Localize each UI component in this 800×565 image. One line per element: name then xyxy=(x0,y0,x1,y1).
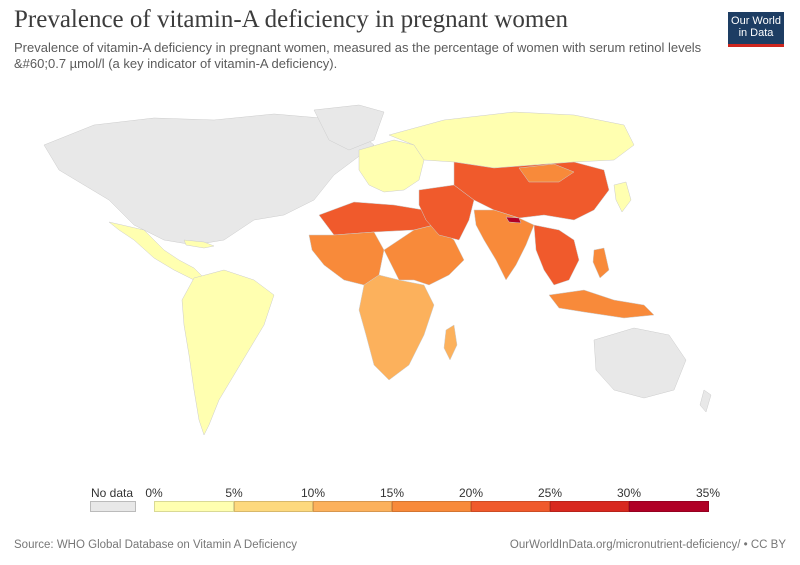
region-central-east-asia[interactable] xyxy=(453,161,610,221)
region-australia[interactable] xyxy=(593,327,687,399)
region-north-america[interactable] xyxy=(43,113,375,246)
region-greenland[interactable] xyxy=(313,104,385,151)
legend-bin-25-30 xyxy=(550,501,629,512)
legend-tick-0: 0% xyxy=(145,486,163,500)
region-southeast-asia[interactable] xyxy=(533,224,580,286)
region-west-africa[interactable] xyxy=(308,231,385,286)
chart-subtitle: Prevalence of vitamin-A deficiency in pr… xyxy=(14,40,702,71)
legend-tick-25: 25% xyxy=(537,486,563,500)
region-southern-africa[interactable] xyxy=(358,274,435,381)
legend-bin-15-20 xyxy=(392,501,471,512)
source-note: Source: WHO Global Database on Vitamin A… xyxy=(14,539,297,551)
color-legend: No data 0% 5% 10% 15% 20% 25% 30% 35% xyxy=(0,480,800,520)
legend-tick-35: 35% xyxy=(695,486,721,500)
region-madagascar[interactable] xyxy=(443,324,458,361)
legend-tick-15: 15% xyxy=(379,486,405,500)
legend-bin-0-5 xyxy=(154,501,234,512)
region-nepal[interactable] xyxy=(505,216,522,224)
logo-line-1: Our World xyxy=(731,15,781,27)
legend-no-data-label: No data xyxy=(91,486,134,500)
region-south-asia[interactable] xyxy=(473,209,535,281)
chart-title: Prevalence of vitamin-A deficiency in pr… xyxy=(14,6,568,33)
logo-accent-bar xyxy=(728,44,784,47)
legend-bin-20-25 xyxy=(471,501,550,512)
legend-no-data-swatch xyxy=(90,501,136,512)
region-philippines[interactable] xyxy=(592,247,610,279)
region-mongolia[interactable] xyxy=(518,163,575,183)
legend-tick-5: 5% xyxy=(225,486,243,500)
legend-bin-10-15 xyxy=(313,501,392,512)
region-south-america[interactable] xyxy=(181,269,275,436)
owid-logo[interactable]: Our World in Data xyxy=(728,12,784,44)
world-map[interactable] xyxy=(14,90,714,470)
region-russia[interactable] xyxy=(388,111,635,169)
region-europe[interactable] xyxy=(358,139,425,193)
region-caribbean[interactable] xyxy=(183,239,215,249)
legend-tick-20: 20% xyxy=(458,486,484,500)
source-url-link[interactable]: OurWorldInData.org/micronutrient-deficie… xyxy=(509,539,786,551)
legend-bin-5-10 xyxy=(234,501,313,512)
region-japan[interactable] xyxy=(613,181,632,213)
legend-tick-30: 30% xyxy=(616,486,642,500)
logo-line-2: in Data xyxy=(738,27,774,39)
region-new-zealand[interactable] xyxy=(699,389,712,413)
legend-tick-10: 10% xyxy=(300,486,326,500)
legend-bin-30-35 xyxy=(629,501,709,512)
region-maritime-se-asia[interactable] xyxy=(548,289,655,319)
